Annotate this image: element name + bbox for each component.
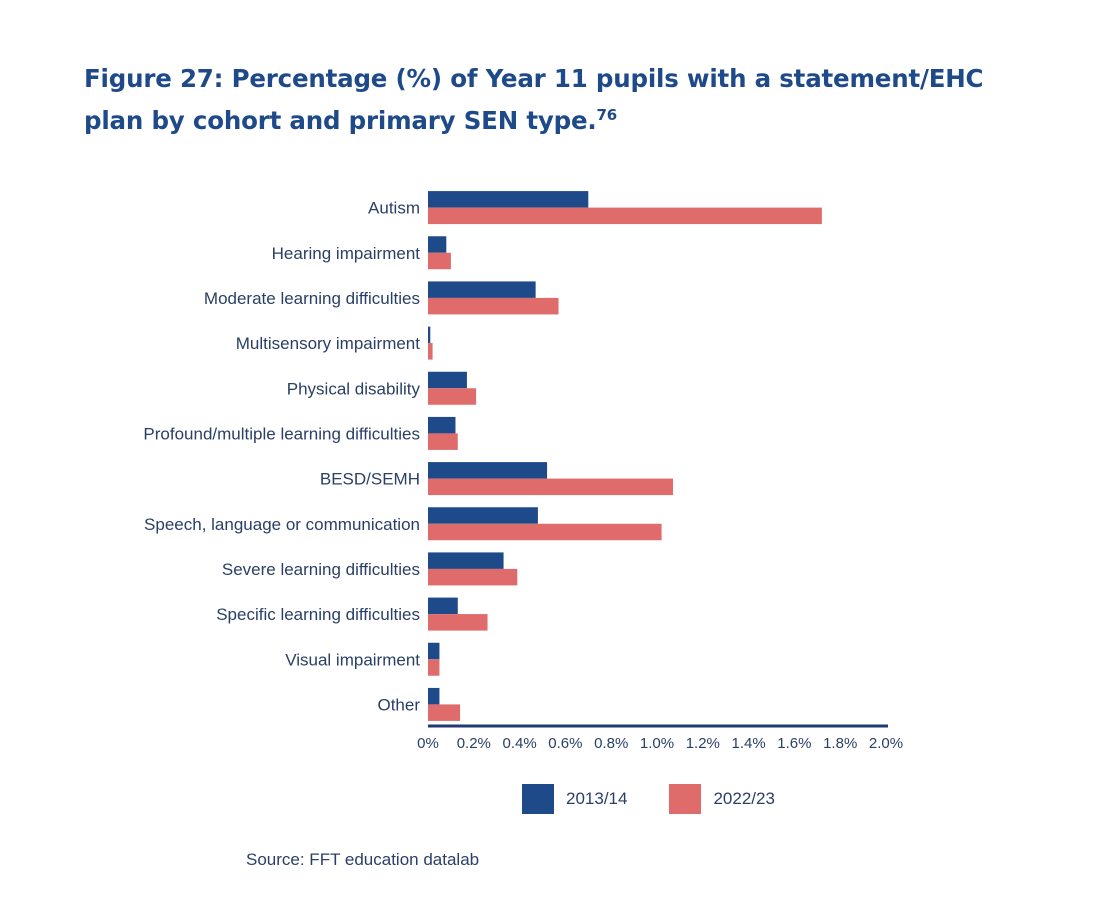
- category-label-severe-learning-difficulties: Severe learning difficulties: [222, 560, 420, 579]
- figure-title: Figure 27: Percentage (%) of Year 11 pup…: [84, 58, 1044, 142]
- x-tick-label: 1.4%: [731, 735, 765, 752]
- category-label-autism: Autism: [368, 199, 420, 218]
- bar-severe-learning-difficulties-2013-14: [428, 552, 504, 569]
- chart-legend: 2013/14 2022/23: [522, 784, 817, 814]
- legend-item-2013-14: 2013/14: [522, 784, 627, 814]
- bar-multisensory-impairment-2013-14: [428, 326, 431, 344]
- source-note: Source: FFT education datalab: [246, 850, 480, 869]
- bar-visual-impairment-2022-23: [428, 659, 440, 676]
- bar-visual-impairment-2013-14: [428, 642, 440, 660]
- bar-profound-multiple-learning-difficulties-2013-14: [428, 416, 456, 434]
- bar-profound-multiple-learning-difficulties-2022-23: [428, 433, 458, 450]
- bar-speech-language-or-communication-2022-23: [428, 523, 662, 541]
- x-tick-label: 1.8%: [823, 735, 857, 752]
- category-label-speech-language-or-communication: Speech, language or communication: [144, 515, 420, 534]
- bar-chart: Autism Hearing impairment Moderate learnin…: [143, 191, 903, 752]
- bar-besd-semh-2022-23: [428, 478, 674, 496]
- category-label-hearing-impairment: Hearing impairment: [272, 244, 421, 263]
- x-tick-label: 2.0%: [869, 735, 903, 752]
- legend-item-2022-23: 2022/23: [669, 784, 775, 814]
- x-tick-label: 0.6%: [548, 735, 582, 752]
- bar-moderate-learning-difficulties-2022-23: [428, 297, 559, 315]
- x-tick-label: 0.8%: [594, 735, 628, 752]
- bar-physical-disability-2013-14: [428, 371, 467, 389]
- bar-multisensory-impairment-2022-23: [428, 343, 433, 360]
- bar-besd-semh-2013-14: [428, 462, 548, 479]
- legend-label-2022-23: 2022/23: [713, 789, 775, 808]
- x-tick-label: 1.0%: [640, 735, 674, 752]
- legend-swatch-2022-23: [669, 784, 702, 814]
- bar-autism-2022-23: [428, 207, 822, 225]
- bar-hearing-impairment-2013-14: [428, 236, 447, 253]
- x-tick-label: 0.2%: [457, 735, 491, 752]
- category-label-profound-multiple-learning-difficulties: Profound/multiple learning difficulties: [143, 424, 420, 443]
- category-label-moderate-learning-difficulties: Moderate learning difficulties: [204, 289, 420, 308]
- category-label-besd-semh: BESD/SEMH: [320, 470, 420, 489]
- category-label-physical-disability: Physical disability: [287, 379, 421, 398]
- category-label-multisensory-impairment: Multisensory impairment: [236, 334, 420, 353]
- bar-hearing-impairment-2022-23: [428, 252, 451, 270]
- bar-other-2022-23: [428, 704, 461, 721]
- bar-moderate-learning-difficulties-2013-14: [428, 281, 536, 298]
- bar-physical-disability-2022-23: [428, 388, 477, 405]
- bar-specific-learning-difficulties-2013-14: [428, 597, 458, 615]
- x-tick-label: 1.2%: [686, 735, 720, 752]
- category-label-specific-learning-difficulties: Specific learning difficulties: [216, 605, 420, 624]
- legend-swatch-2013-14: [522, 784, 554, 814]
- x-tick-label: 0.4%: [502, 735, 536, 752]
- bar-other-2013-14: [428, 687, 440, 705]
- bar-specific-learning-difficulties-2022-23: [428, 614, 488, 631]
- legend-label-2013-14: 2013/14: [566, 789, 628, 808]
- figure-title-text: Figure 27: Percentage (%) of Year 11 pup…: [84, 64, 984, 135]
- bar-speech-language-or-communication-2013-14: [428, 507, 538, 524]
- x-tick-label: 0%: [417, 735, 439, 752]
- category-label-visual-impairment: Visual impairment: [285, 650, 420, 669]
- bar-autism-2013-14: [428, 191, 589, 208]
- category-label-other: Other: [377, 695, 420, 714]
- x-tick-label: 1.6%: [777, 735, 811, 752]
- footnote-marker: 76: [596, 106, 618, 124]
- bar-severe-learning-difficulties-2022-23: [428, 568, 518, 586]
